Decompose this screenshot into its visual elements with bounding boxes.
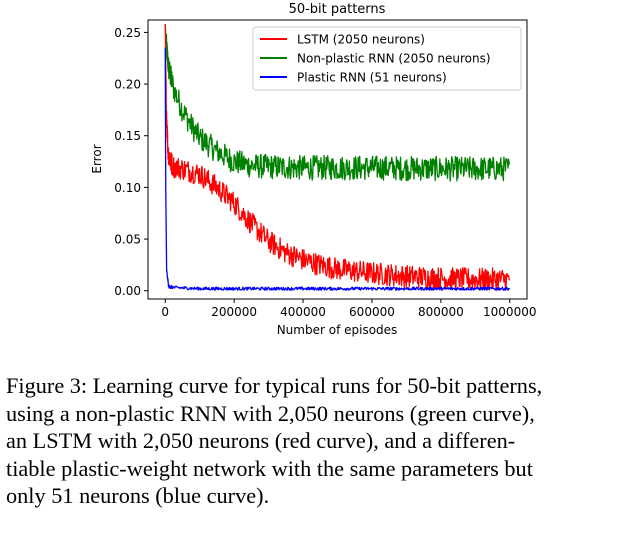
legend-label-lstm: LSTM (2050 neurons) — [297, 33, 425, 47]
plot-area — [164, 24, 511, 292]
figure-caption: Figure 3: Learning curve for typical run… — [6, 372, 632, 510]
x-axis-label: Number of episodes — [277, 323, 398, 337]
axes: 0 200000 400000 600000 800000 1000000 0.00 0.05… — [114, 26, 536, 319]
x-tick-label: 200000 — [211, 305, 257, 319]
x-tick-label: 400000 — [280, 305, 326, 319]
chart: 50-bit patterns 0 200000 400000 600000 80000… — [90, 2, 536, 337]
legend: LSTM (2050 neurons) Non-plastic RNN (205… — [252, 26, 522, 91]
y-tick-label: 0.05 — [114, 233, 141, 247]
y-tick-label: 0.00 — [114, 284, 141, 298]
y-tick-label: 0.25 — [114, 26, 141, 40]
series-plastic-rnn — [164, 47, 511, 291]
y-tick-label: 0.10 — [114, 181, 141, 195]
x-tick-label: 0 — [161, 305, 169, 319]
x-tick-label: 600000 — [349, 305, 395, 319]
legend-box — [252, 26, 522, 91]
caption-line: using a non-plastic RNN with 2,050 neuro… — [6, 400, 535, 426]
caption-line: tiable plastic-weight network with the s… — [6, 455, 533, 481]
caption-line: Figure 3: Learning curve for typical run… — [6, 373, 543, 398]
y-axis-label: Error — [90, 144, 104, 173]
y-tick-label: 0.15 — [114, 129, 141, 143]
series-lstm — [164, 24, 511, 292]
x-tick-label: 1000000 — [483, 305, 536, 319]
caption-line: only 51 neurons (blue curve). — [6, 483, 270, 508]
caption-line: an LSTM with 2,050 neurons (red curve), … — [6, 428, 516, 453]
y-tick-label: 0.20 — [114, 78, 141, 92]
legend-label-nonplastic-rnn: Non-plastic RNN (2050 neurons) — [297, 52, 491, 66]
series-nonplastic-rnn — [164, 24, 511, 182]
x-tick-label: 800000 — [418, 305, 464, 319]
legend-label-plastic-rnn: Plastic RNN (51 neurons) — [297, 71, 447, 85]
chart-title: 50-bit patterns — [289, 2, 386, 17]
plot-frame — [147, 19, 528, 300]
